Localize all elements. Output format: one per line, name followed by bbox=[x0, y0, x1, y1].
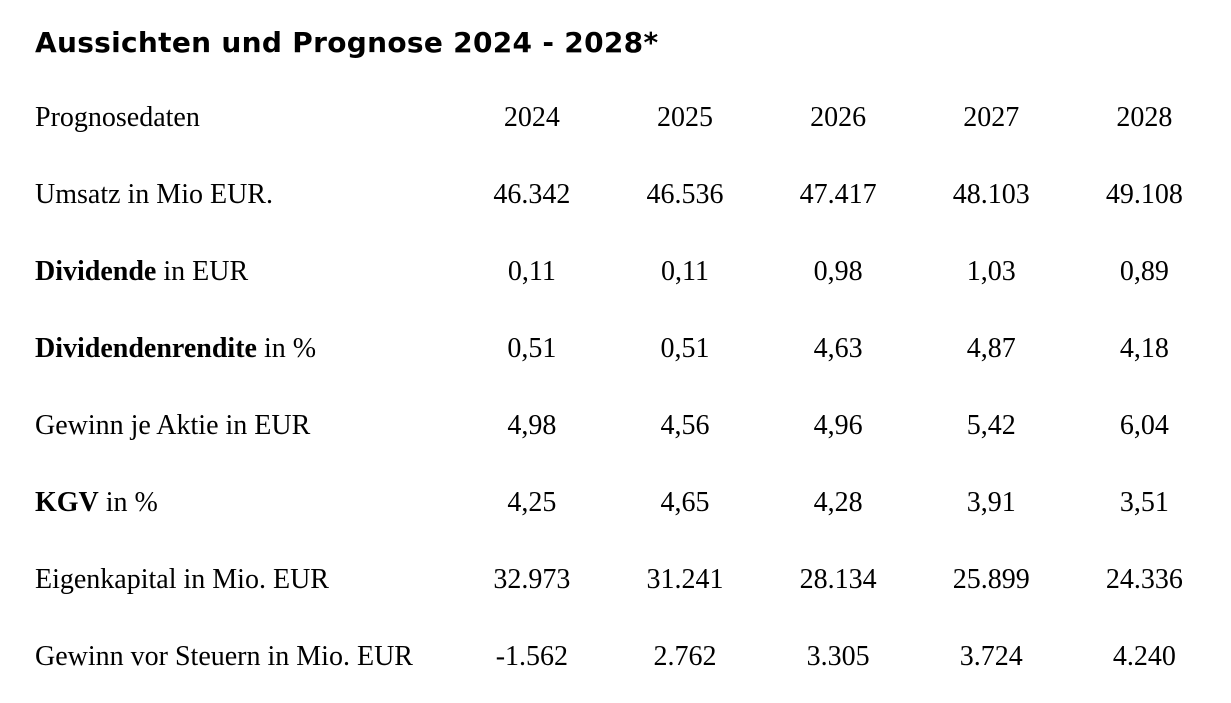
year-header-2028: 2028 bbox=[1116, 101, 1173, 133]
header-label: Prognosedaten bbox=[35, 101, 200, 133]
row-label-rest: in % bbox=[256, 332, 317, 364]
cell-value: 32.973 bbox=[493, 563, 571, 595]
cell-value: 0,11 bbox=[507, 255, 556, 287]
row-label-rest: Gewinn je Aktie in EUR bbox=[35, 409, 311, 441]
table-row-dividendenrendite: Dividendenrendite in % 0,51 0,51 4,63 4,… bbox=[35, 310, 1221, 387]
page-title: Aussichten und Prognose 2024 - 2028* bbox=[35, 26, 659, 59]
cell-value: 0,51 bbox=[507, 332, 557, 364]
cell-value: 4,96 bbox=[813, 409, 863, 441]
cell-value: -1.562 bbox=[495, 640, 569, 672]
cell-value: 0,98 bbox=[813, 255, 863, 287]
table-header-row: Prognosedaten 2024 2025 2026 2027 2028 bbox=[35, 79, 1221, 156]
cell-value: 0,11 bbox=[661, 255, 710, 287]
cell-value: 28.134 bbox=[799, 563, 877, 595]
cell-value: 4,25 bbox=[507, 486, 557, 518]
cell-value: 4,87 bbox=[966, 332, 1016, 364]
year-header-2027: 2027 bbox=[963, 101, 1020, 133]
cell-value: 1,03 bbox=[966, 255, 1016, 287]
row-label-bold: Dividende bbox=[35, 255, 157, 287]
cell-value: 4,18 bbox=[1119, 332, 1169, 364]
cell-value: 2.762 bbox=[653, 640, 717, 672]
cell-value: 4.240 bbox=[1112, 640, 1176, 672]
cell-value: 4,63 bbox=[813, 332, 863, 364]
cell-value: 46.536 bbox=[646, 178, 724, 210]
cell-value: 48.103 bbox=[952, 178, 1030, 210]
row-label-rest: Eigenkapital in Mio. EUR bbox=[35, 563, 329, 595]
cell-value: 3,91 bbox=[966, 486, 1016, 518]
table-row-gewinn-je-aktie: Gewinn je Aktie in EUR 4,98 4,56 4,96 5,… bbox=[35, 387, 1221, 464]
table-row-gewinn-vor-steuern: Gewinn vor Steuern in Mio. EUR -1.562 2.… bbox=[35, 618, 1221, 695]
cell-value: 47.417 bbox=[799, 178, 877, 210]
cell-value: 25.899 bbox=[952, 563, 1030, 595]
cell-value: 4,98 bbox=[507, 409, 557, 441]
table-row-eigenkapital: Eigenkapital in Mio. EUR 32.973 31.241 2… bbox=[35, 541, 1221, 618]
cell-value: 4,56 bbox=[660, 409, 710, 441]
row-label: KGV in % bbox=[35, 464, 455, 541]
row-label-rest: in EUR bbox=[156, 255, 249, 287]
row-label-bold: KGV bbox=[35, 486, 99, 518]
cell-value: 6,04 bbox=[1119, 409, 1169, 441]
year-header-2026: 2026 bbox=[810, 101, 867, 133]
table-row-umsatz: Umsatz in Mio EUR. 46.342 46.536 47.417 … bbox=[35, 156, 1221, 233]
row-label-rest: in % bbox=[98, 486, 158, 518]
row-label: Gewinn je Aktie in EUR bbox=[35, 387, 455, 464]
cell-value: 49.108 bbox=[1105, 178, 1183, 210]
row-label: Dividendenrendite in % bbox=[35, 310, 455, 387]
row-label-bold: Dividendenrendite bbox=[35, 332, 257, 364]
cell-value: 4,28 bbox=[813, 486, 863, 518]
cell-value: 5,42 bbox=[966, 409, 1016, 441]
row-label: Eigenkapital in Mio. EUR bbox=[35, 541, 455, 618]
cell-value: 3.305 bbox=[806, 640, 870, 672]
year-header-2025: 2025 bbox=[657, 101, 714, 133]
cell-value: 31.241 bbox=[646, 563, 724, 595]
cell-value: 0,51 bbox=[660, 332, 710, 364]
table-row-dividende: Dividende in EUR 0,11 0,11 0,98 1,03 0,8… bbox=[35, 233, 1221, 310]
row-label: Gewinn vor Steuern in Mio. EUR bbox=[35, 618, 455, 695]
row-label: Umsatz in Mio EUR. bbox=[35, 156, 455, 233]
table-row-kgv: KGV in % 4,25 4,65 4,28 3,91 3,51 bbox=[35, 464, 1221, 541]
year-header-2024: 2024 bbox=[503, 101, 560, 133]
row-label-rest: Umsatz in Mio EUR. bbox=[35, 178, 273, 210]
forecast-table: Prognosedaten 2024 2025 2026 2027 2028 U… bbox=[35, 79, 1221, 695]
cell-value: 46.342 bbox=[493, 178, 571, 210]
row-label-rest: Gewinn vor Steuern in Mio. EUR bbox=[35, 640, 413, 672]
cell-value: 3.724 bbox=[959, 640, 1023, 672]
cell-value: 24.336 bbox=[1105, 563, 1183, 595]
row-label: Dividende in EUR bbox=[35, 233, 455, 310]
cell-value: 0,89 bbox=[1119, 255, 1169, 287]
cell-value: 3,51 bbox=[1119, 486, 1169, 518]
cell-value: 4,65 bbox=[660, 486, 710, 518]
